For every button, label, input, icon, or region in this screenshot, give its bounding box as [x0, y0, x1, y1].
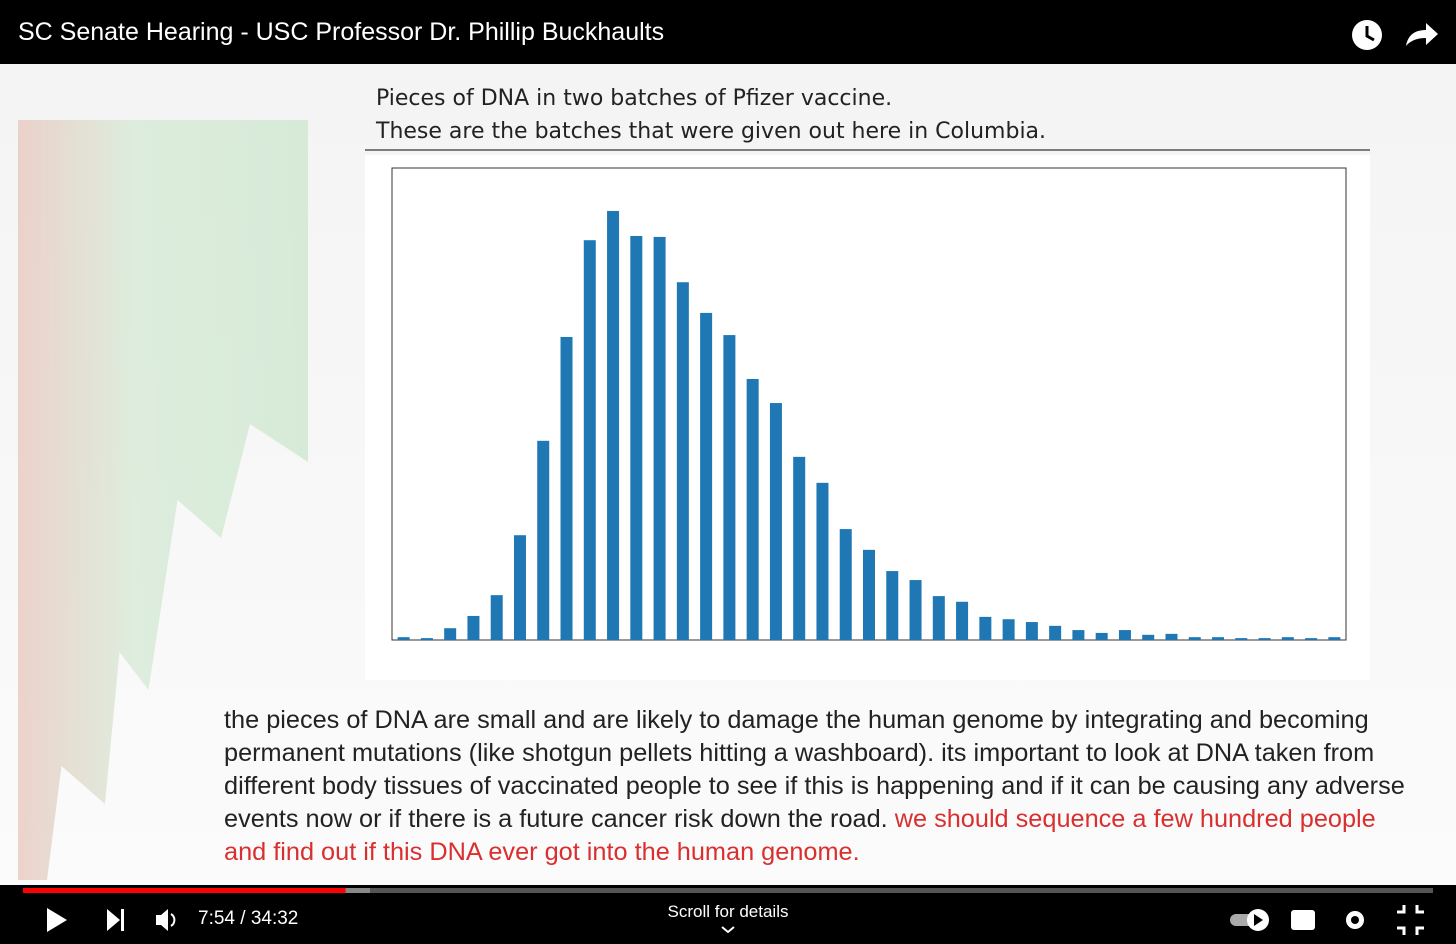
- bar: [1142, 634, 1155, 640]
- video-title: SC Senate Hearing - USC Professor Dr. Ph…: [18, 18, 665, 46]
- bar: [769, 403, 782, 640]
- scroll-hint[interactable]: Scroll for details: [667, 902, 789, 921]
- bar: [723, 335, 736, 640]
- bar: [1072, 630, 1085, 640]
- bar: [607, 210, 620, 640]
- bar: [1258, 638, 1271, 640]
- bar: [1118, 630, 1131, 640]
- bar: [1188, 637, 1201, 640]
- bar: [1235, 638, 1248, 640]
- bar: [444, 628, 457, 640]
- bar: [537, 440, 550, 640]
- bar: [700, 312, 713, 640]
- control-bar: [0, 885, 1456, 944]
- bar: [816, 482, 829, 640]
- bar: [909, 580, 922, 640]
- caption: the pieces of DNA are small and are like…: [224, 704, 1419, 869]
- top-icons[interactable]: [1350, 18, 1440, 52]
- controls[interactable]: [0, 880, 1456, 944]
- bar: [886, 571, 899, 640]
- bar: [1305, 638, 1318, 640]
- bar: [653, 236, 666, 641]
- bar: [1328, 637, 1341, 640]
- bar: [1165, 633, 1178, 640]
- bar: [420, 638, 433, 640]
- bar: [1281, 637, 1294, 640]
- bar: [1025, 622, 1038, 640]
- bar: [513, 535, 526, 640]
- heading-line: These are the batches that were given ou…: [376, 119, 1047, 144]
- bar: [467, 615, 480, 640]
- bar: [630, 235, 643, 640]
- bar: [1095, 632, 1108, 640]
- bar: [839, 529, 852, 640]
- bar: [560, 336, 573, 640]
- bar: [490, 595, 503, 640]
- caption-text: the pieces of DNA are small and are like…: [224, 706, 1405, 833]
- progress[interactable]: [23, 888, 346, 893]
- bar: [1049, 625, 1062, 640]
- caption-highlight: we should sequence a few hundred people …: [224, 805, 1376, 866]
- bar: [956, 601, 969, 640]
- bar: [397, 637, 410, 640]
- bar: [1002, 619, 1015, 640]
- bar: [583, 240, 596, 640]
- bar: [793, 456, 806, 640]
- bar: [932, 596, 945, 640]
- bar: [863, 549, 875, 640]
- slide-heading: Pieces of DNA in two batches of Pfizer v…: [376, 82, 1046, 148]
- time-display: 7:54 / 34:32: [198, 908, 299, 929]
- bar: [746, 378, 759, 640]
- heading-line: Pieces of DNA in two batches of Pfizer v…: [376, 86, 893, 111]
- bar: [979, 616, 992, 640]
- bar: [676, 282, 689, 640]
- bar: [1212, 637, 1225, 640]
- top-bar: [0, 0, 1456, 64]
